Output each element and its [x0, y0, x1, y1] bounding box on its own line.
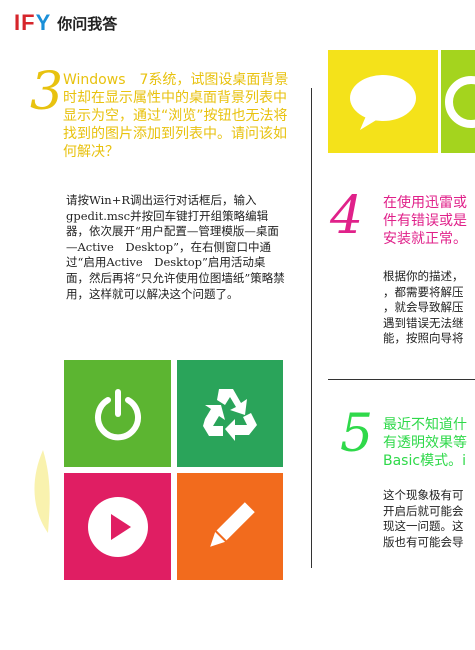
play-icon	[87, 496, 148, 557]
recycle-icon	[203, 388, 257, 441]
section-4-heading: 在使用迅雷或 件有错误或是 安装就正常。	[383, 195, 467, 247]
section-3-number: 3	[30, 62, 64, 122]
tile-pencil	[177, 473, 283, 580]
chat-bubble-icon	[350, 74, 416, 130]
tile-play	[64, 473, 171, 580]
feather-decoration	[34, 450, 50, 533]
section-5-number: 5	[340, 404, 374, 464]
tile-chat	[328, 50, 438, 153]
pencil-icon	[210, 501, 255, 547]
section-divider	[328, 379, 475, 380]
section-4-number: 4	[330, 186, 364, 246]
brand-name: 你问我答	[57, 14, 118, 33]
section-3-answer: 请按Win+R调出运行对话框后，输入gpedit.msc并按回车键打开组策略编辑…	[66, 193, 285, 301]
section-5-answer: 这个现象极有可 开启后就可能会 现这一问题。这 版也有可能会导	[383, 488, 464, 549]
brand-logo: IFY 你问我答	[14, 12, 117, 34]
tile-power	[64, 360, 171, 467]
section-5-heading: 最近不知道什 有透明效果等 Basic模式。i	[383, 417, 467, 469]
power-icon	[94, 388, 141, 440]
ring-icon	[445, 75, 475, 128]
tile-ring	[441, 50, 475, 153]
section-4-answer: 根据你的描述， ，都需要将解压 ，就会导致解压 遇到错误无法继 能，按照向导将	[383, 269, 464, 346]
column-divider	[311, 88, 312, 568]
section-3-heading: Windows 7系统，试图设桌面背景时却在显示属性中的桌面背景列表中显示为空，…	[63, 72, 289, 160]
tile-recycle	[177, 360, 283, 467]
brand-mark: IFY	[14, 10, 52, 35]
